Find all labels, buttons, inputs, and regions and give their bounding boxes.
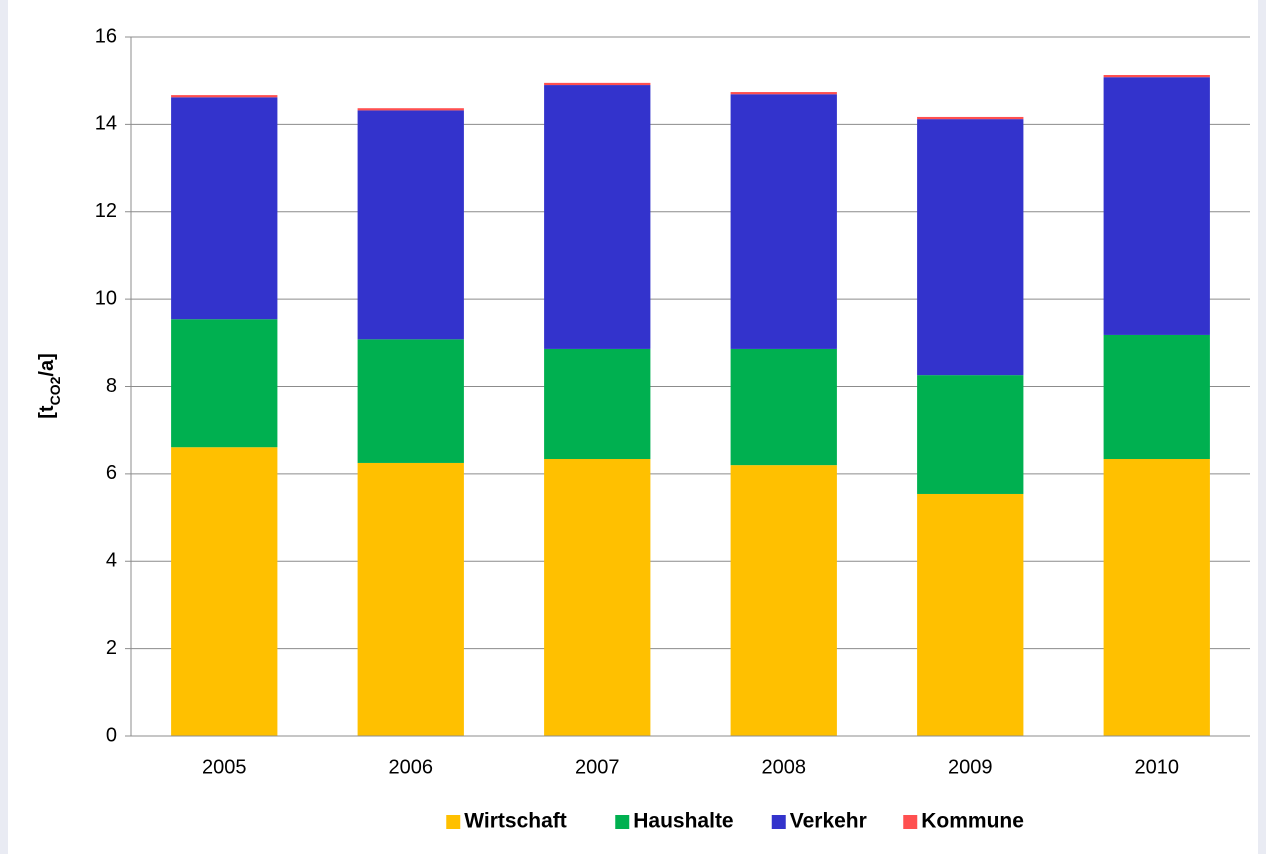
bar-segment [730, 94, 837, 349]
bar-segment [730, 92, 837, 95]
bar-segment [171, 319, 278, 448]
bar-segment [171, 97, 278, 320]
bar-segment [1103, 334, 1210, 460]
bar-segment [357, 110, 464, 340]
x-tick-label: 2009 [948, 756, 993, 778]
bar-segment [1103, 459, 1210, 736]
x-tick-label: 2010 [1135, 756, 1180, 778]
bar-segment [544, 82, 651, 86]
y-tick-label: 10 [95, 287, 117, 309]
y-label-part: /a] [36, 353, 58, 376]
y-label-sub: CO2 [47, 376, 63, 405]
bar-segment [917, 375, 1024, 494]
legend-swatch [771, 815, 786, 829]
bar-segment [171, 447, 278, 736]
y-tick-label: 12 [95, 200, 117, 222]
y-tick-label: 2 [106, 637, 117, 659]
x-tick-label: 2006 [389, 756, 434, 778]
legend-swatch [903, 815, 918, 829]
legend-swatch [615, 815, 630, 829]
y-tick-label: 8 [106, 375, 117, 397]
legend-label: Wirtschaft [464, 810, 567, 833]
bar-segment [917, 493, 1024, 736]
bar-segment [730, 348, 837, 466]
x-tick-label: 2008 [762, 756, 807, 778]
x-tick-label: 2005 [202, 756, 247, 778]
bar-segment [357, 462, 464, 736]
bar-segment [171, 95, 278, 98]
y-tick-label: 4 [106, 550, 117, 572]
y-tick-label: 14 [95, 113, 117, 135]
y-label-part: [t [36, 405, 58, 419]
legend-label: Verkehr [790, 810, 867, 833]
y-tick-label: 6 [106, 462, 117, 484]
legend-swatch [446, 815, 461, 829]
bar-segment [730, 465, 837, 736]
x-tick-label: 2007 [575, 756, 620, 778]
bar-segment [544, 459, 651, 736]
bar-segment [1103, 77, 1210, 335]
legend-label: Kommune [921, 810, 1024, 833]
bar-segment [1103, 75, 1210, 78]
bar-segment [544, 348, 651, 460]
y-tick-label: 16 [95, 25, 117, 47]
bar-segment [917, 119, 1024, 376]
bar-segment [357, 339, 464, 463]
bar-segment [544, 85, 651, 349]
y-tick-label: 0 [106, 724, 117, 746]
bar-segment [357, 108, 464, 111]
legend-label: Haushalte [633, 810, 733, 833]
bar-segment [917, 116, 1024, 120]
y-axis-label: [tCO2/a] [36, 353, 62, 418]
